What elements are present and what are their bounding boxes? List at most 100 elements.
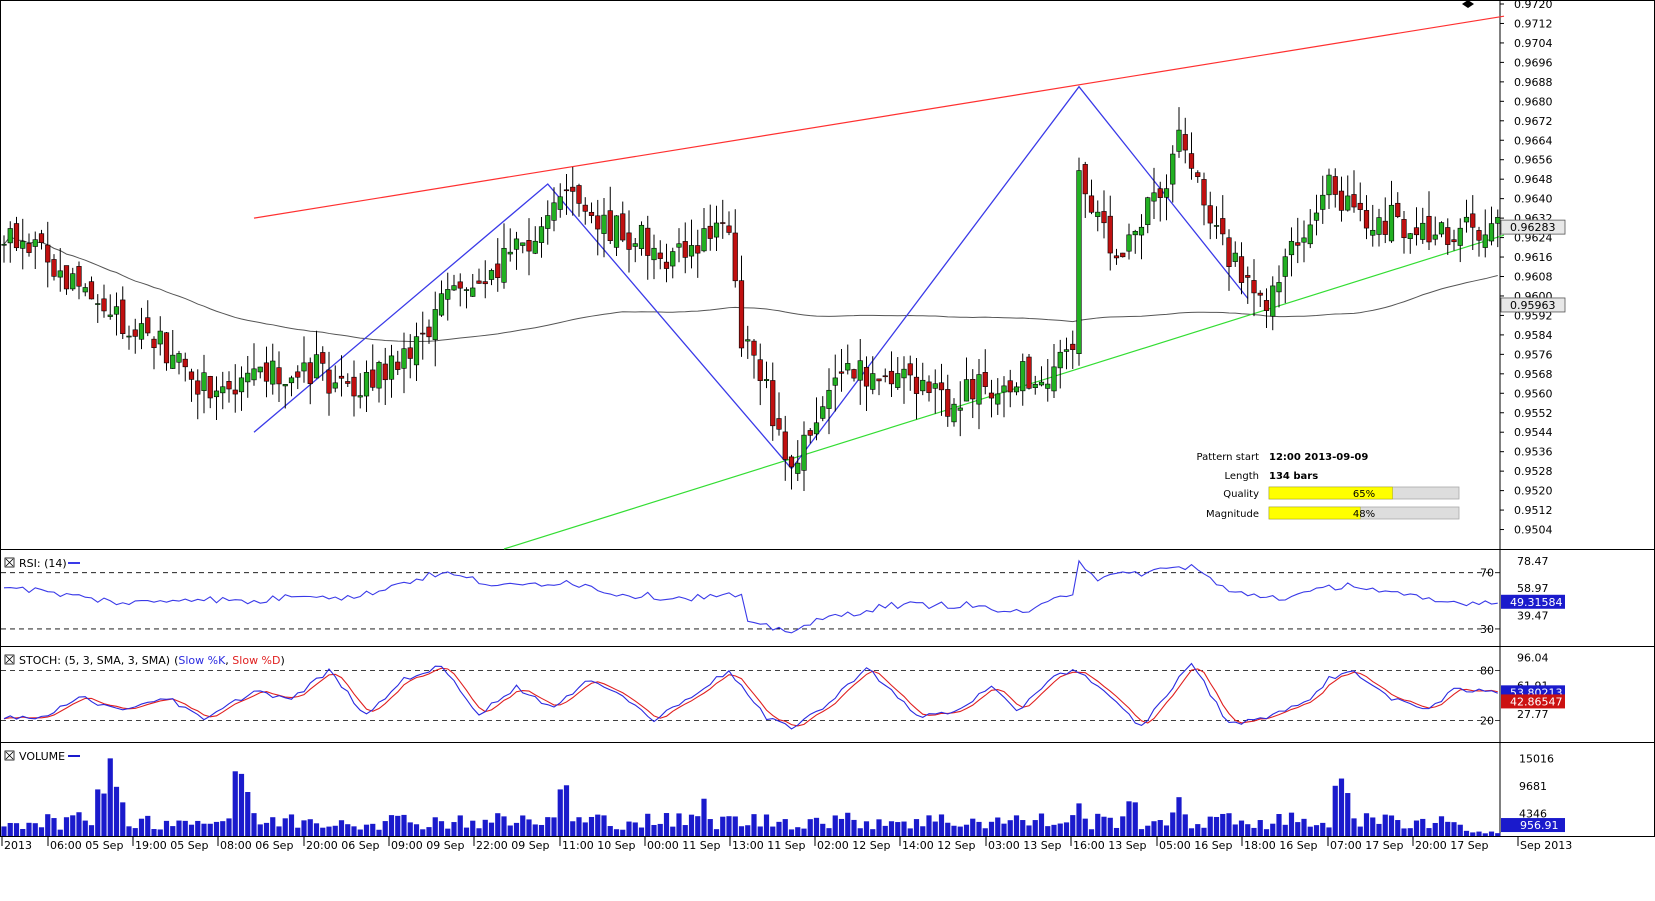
candle-body — [326, 369, 332, 394]
candle-body — [107, 314, 113, 317]
volume-bar — [1420, 818, 1426, 836]
volume-bar — [1338, 778, 1345, 836]
candle-body — [545, 215, 551, 229]
candle-body — [1438, 222, 1445, 235]
candle-body — [370, 369, 376, 388]
volume-bar — [738, 826, 745, 836]
chart-frame — [0, 0, 1655, 837]
volume-bar — [451, 822, 457, 836]
volume-bar — [88, 825, 95, 836]
candle-body — [588, 211, 595, 216]
candle-body — [1282, 256, 1288, 277]
time-axis: 2013 06:00 05 Sep 19:00 05 Sep 08:00 06 Sep… — [1, 837, 1572, 852]
volume-bar — [895, 822, 901, 836]
rsi-tick-label: 78.47 — [1517, 555, 1549, 568]
candle-body — [1413, 227, 1420, 236]
rsi-level-label: 70 — [1480, 567, 1494, 580]
volume-bar — [813, 817, 820, 836]
candle-body — [407, 347, 413, 359]
candle-body — [920, 379, 926, 392]
volume-bar — [920, 826, 926, 836]
volume-bar — [388, 815, 395, 836]
volume-bar — [651, 824, 657, 836]
candle-body — [838, 371, 845, 374]
candle-body — [301, 362, 307, 372]
volume-bar — [595, 814, 601, 836]
volume-bar — [1001, 823, 1007, 836]
volume-bar — [1120, 816, 1126, 836]
volume-bar — [1113, 827, 1120, 836]
volume-bar — [1388, 815, 1395, 836]
volume-bar — [1282, 824, 1288, 836]
volume-bar — [1401, 828, 1407, 836]
candle-body — [338, 375, 345, 379]
candle-body — [1357, 202, 1363, 210]
rsi-current-value: 49.31584 — [1510, 596, 1563, 609]
volume-bar — [1088, 829, 1095, 836]
candle-body — [1088, 195, 1095, 213]
candle-body — [188, 371, 195, 380]
pattern-info-label: Pattern start — [1197, 452, 1260, 463]
candle-body — [1482, 234, 1488, 248]
volume-bar — [1307, 826, 1313, 836]
volume-bar — [907, 828, 913, 836]
volume-bar — [1363, 813, 1370, 836]
volume-bar — [126, 826, 132, 836]
candle-body — [1157, 188, 1163, 198]
volume-bar — [1326, 827, 1332, 836]
volume-bar — [63, 817, 70, 836]
volume-bar — [557, 789, 563, 836]
candle-body — [1107, 215, 1113, 254]
candle-body — [1063, 349, 1070, 352]
stoch-d-line — [3, 667, 1498, 727]
volume-bar — [1195, 824, 1201, 836]
candle-body — [1138, 226, 1145, 236]
candle-body — [1020, 361, 1026, 392]
volume-tick-label: 4346 — [1519, 808, 1547, 821]
volume-bar — [932, 821, 938, 836]
candle-body — [351, 376, 357, 397]
candle-body — [882, 375, 888, 378]
volume-bar — [1157, 820, 1163, 836]
candle-body — [645, 227, 651, 256]
candle-body — [595, 215, 601, 230]
stoch-paren-close: ) — [280, 654, 284, 667]
volume-bar — [488, 822, 495, 836]
volume-bar — [888, 821, 895, 836]
candle-body — [1407, 233, 1413, 239]
candle-body — [1151, 192, 1157, 202]
candle-body — [395, 361, 401, 370]
volume-bar — [1270, 823, 1276, 836]
candle-body — [201, 372, 207, 391]
price-tick-label: 0.9552 — [1514, 407, 1553, 420]
volume-bar — [807, 819, 813, 836]
volume-bar — [376, 829, 382, 836]
volume-bar — [132, 828, 138, 836]
volume-bar — [338, 820, 345, 836]
candle-body — [576, 185, 582, 204]
candle-body — [1126, 234, 1132, 252]
price-tick-label: 0.9672 — [1514, 115, 1553, 128]
volume-bar — [495, 813, 501, 836]
volume-bar — [263, 822, 270, 836]
candle-body — [207, 376, 213, 399]
candle-body — [870, 373, 876, 390]
candle-body — [932, 383, 938, 389]
candle-body — [1470, 213, 1476, 228]
candle-body — [913, 376, 920, 394]
volume-bar — [95, 789, 101, 836]
candle-body — [1263, 300, 1270, 311]
stoch-header: STOCH: (5, 3, SMA, 3, SMA) (Slow %K, Slow… — [4, 654, 285, 667]
candle-body — [157, 330, 163, 345]
candle-body — [476, 280, 482, 284]
volume-bar — [1257, 820, 1263, 836]
volume-bar — [545, 817, 551, 836]
volume-bar — [507, 825, 513, 836]
candle-body — [638, 224, 645, 249]
volume-bar — [145, 815, 151, 836]
volume-bar — [501, 816, 507, 836]
candle-body — [57, 270, 63, 278]
pattern-meter-value: 65% — [1353, 489, 1375, 500]
candle-body — [938, 382, 945, 391]
time-tick-label: 2013 — [4, 839, 32, 852]
